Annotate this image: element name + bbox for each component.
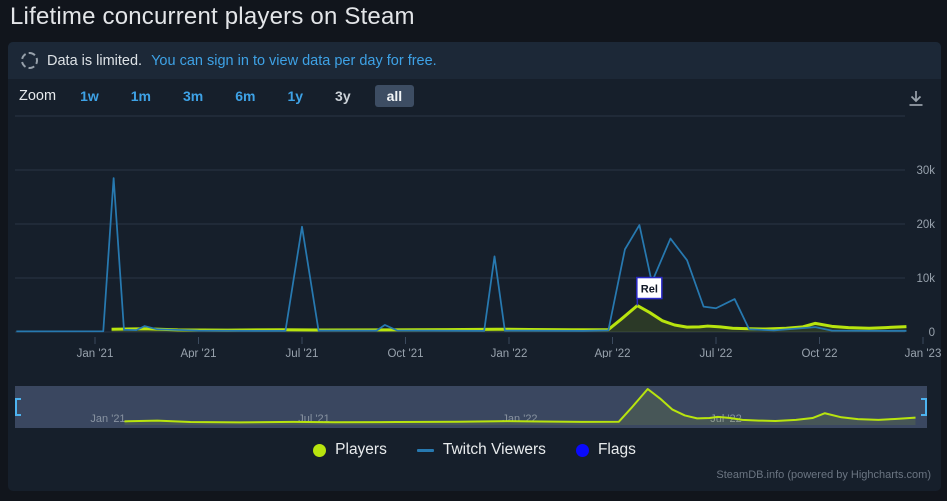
- svg-text:Oct '21: Oct '21: [387, 348, 423, 358]
- legend-item-flags[interactable]: Flags: [575, 441, 636, 459]
- svg-text:30k: 30k: [916, 165, 935, 177]
- sign-in-link[interactable]: You can sign in to view data per day for…: [151, 52, 437, 69]
- range-button-3m[interactable]: 3m: [183, 88, 204, 104]
- download-icon[interactable]: [905, 88, 927, 110]
- zoom-label: Zoom: [19, 88, 57, 104]
- legend-label: Flags: [597, 441, 636, 458]
- twitch-viewers-series: [16, 177, 907, 333]
- legend-item-players[interactable]: Players: [313, 441, 387, 459]
- flag-annotation-rel[interactable]: Rel: [636, 276, 663, 306]
- chart-panel: Data is limited. You can sign in to view…: [8, 42, 941, 491]
- svg-text:Jul '21: Jul '21: [286, 348, 319, 358]
- players-series: [111, 304, 907, 332]
- navigator-left-handle[interactable]: [15, 398, 21, 416]
- svg-text:Jan '21: Jan '21: [77, 348, 114, 358]
- range-button-1w[interactable]: 1w: [80, 88, 99, 104]
- svg-text:Apr '22: Apr '22: [594, 348, 630, 358]
- navigator[interactable]: Jan '21 Jul '21 Jan '22 Jul '22: [8, 385, 941, 429]
- players-marker-icon: [313, 443, 327, 457]
- y-axis: 0 10k 20k 30k: [15, 115, 935, 339]
- range-button-all[interactable]: all: [374, 85, 415, 107]
- svg-text:Jan '22: Jan '22: [491, 348, 528, 358]
- svg-text:Jan '21: Jan '21: [90, 413, 125, 425]
- legend-label: Players: [335, 441, 387, 458]
- x-axis: Jan '21 Apr '21 Jul '21 Oct '21 Jan '22 Apr '…: [77, 337, 941, 358]
- svg-text:Jul '22: Jul '22: [700, 348, 733, 358]
- range-button-1y[interactable]: 1y: [287, 88, 304, 104]
- twitch-viewers-marker-icon: [416, 448, 434, 452]
- page-title: Lifetime concurrent players on Steam: [10, 3, 415, 30]
- navigator-right-handle[interactable]: [921, 398, 927, 416]
- notice-text: Data is limited.: [47, 52, 143, 69]
- legend: Players Twitch Viewers Flags: [8, 441, 941, 459]
- svg-text:Apr '21: Apr '21: [180, 348, 216, 358]
- navigator-players-series: [124, 388, 916, 424]
- range-selector: Zoom 1w 1m 3m 6m 1y 3y all: [8, 79, 415, 113]
- flags-marker-icon: [575, 443, 589, 457]
- svg-text:0: 0: [929, 327, 935, 339]
- limited-data-notice: Data is limited. You can sign in to view…: [8, 42, 941, 79]
- svg-text:Rel: Rel: [641, 284, 658, 296]
- dashed-circle-icon: [21, 52, 38, 69]
- range-button-6m[interactable]: 6m: [235, 88, 256, 104]
- svg-text:20k: 20k: [916, 219, 935, 231]
- range-button-3y[interactable]: 3y: [335, 88, 351, 104]
- range-button-1m[interactable]: 1m: [130, 88, 151, 104]
- svg-text:Jan '23: Jan '23: [905, 348, 941, 358]
- svg-text:Oct '22: Oct '22: [801, 348, 837, 358]
- legend-label: Twitch Viewers: [442, 441, 546, 458]
- credits[interactable]: SteamDB.info (powered by Highcharts.com): [716, 469, 931, 481]
- svg-text:10k: 10k: [916, 273, 935, 285]
- legend-item-twitch-viewers[interactable]: Twitch Viewers: [416, 441, 546, 459]
